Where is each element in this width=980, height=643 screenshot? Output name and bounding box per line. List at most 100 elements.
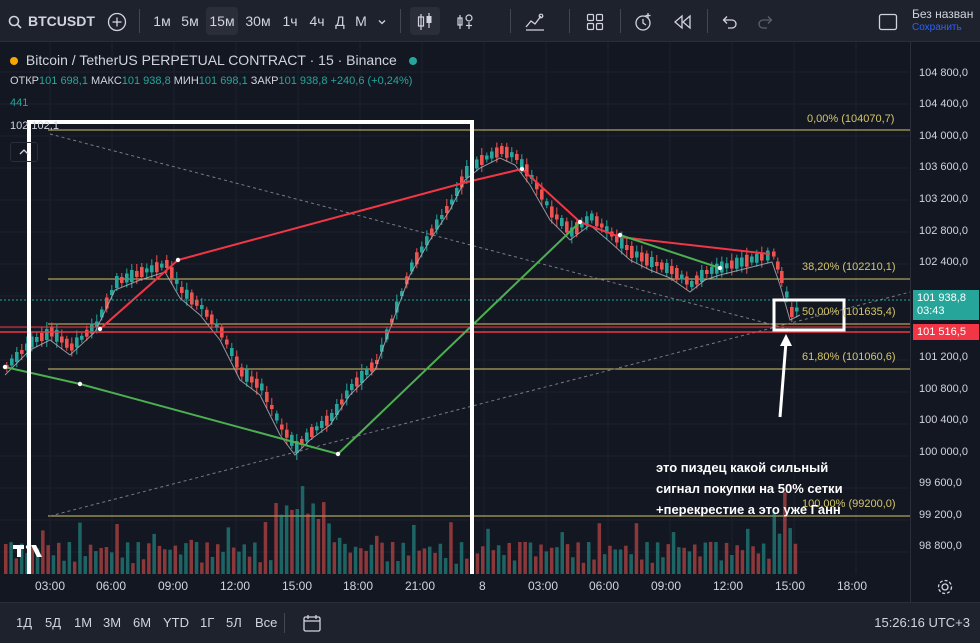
range-ytd[interactable]: YTD bbox=[163, 615, 189, 630]
range-all[interactable]: Все bbox=[255, 615, 278, 630]
undo-icon[interactable] bbox=[715, 7, 743, 35]
volume-bar bbox=[62, 560, 66, 574]
redo-icon[interactable] bbox=[752, 7, 780, 35]
add-symbol-icon[interactable] bbox=[105, 7, 129, 35]
candle-body bbox=[570, 227, 574, 237]
volume-bar bbox=[518, 542, 522, 574]
volume-bar bbox=[523, 541, 527, 574]
chevron-down-icon[interactable] bbox=[372, 7, 392, 35]
volume-bar bbox=[438, 543, 443, 574]
timeframe-day[interactable]: Д bbox=[335, 13, 345, 29]
volume-bar bbox=[189, 539, 193, 574]
price-chart[interactable] bbox=[0, 42, 910, 602]
utc-clock[interactable]: 15:26:16 UTC+3 bbox=[874, 615, 970, 630]
timeframe-1m[interactable]: 1м bbox=[153, 13, 171, 29]
candle-body bbox=[240, 367, 244, 377]
volume-bar bbox=[242, 544, 246, 574]
timeframe-1h[interactable]: 1ч bbox=[282, 13, 298, 29]
volume-bar bbox=[173, 545, 178, 574]
volume-bar bbox=[78, 522, 82, 574]
range-5d[interactable]: 5Д bbox=[45, 615, 62, 630]
candle-body bbox=[545, 201, 549, 206]
candle-body bbox=[245, 369, 249, 382]
time-axis[interactable]: 03:00 06:00 09:00 12:00 15:00 18:00 21:0… bbox=[0, 574, 953, 602]
volume-bar bbox=[528, 542, 533, 574]
range-5y[interactable]: 5Л bbox=[226, 615, 242, 630]
candle-body bbox=[450, 199, 454, 205]
volume-bar bbox=[724, 542, 729, 574]
volume-bar bbox=[454, 563, 458, 574]
candle-body bbox=[170, 267, 174, 279]
volume-bar bbox=[57, 542, 61, 574]
search-icon[interactable] bbox=[8, 7, 22, 35]
timeframe-month[interactable]: М bbox=[355, 13, 367, 29]
chart-pane[interactable]: Bitcoin / TetherUS PERPETUAL CONTRACT · … bbox=[0, 42, 910, 602]
candle-body bbox=[660, 262, 664, 270]
save-layout-button[interactable]: Без назван Сохранить bbox=[912, 7, 980, 35]
volume-value: 441 bbox=[10, 97, 29, 109]
volume-bar bbox=[141, 559, 146, 574]
candle-body bbox=[445, 206, 449, 213]
symbol-search-button[interactable]: BTCUSDT bbox=[28, 13, 95, 29]
candle-body bbox=[255, 378, 259, 388]
candle-body bbox=[325, 415, 329, 426]
candle-body bbox=[350, 384, 354, 390]
timeframe-30m[interactable]: 30м bbox=[245, 13, 271, 29]
candle-body bbox=[625, 245, 629, 250]
indicators-icon[interactable] bbox=[450, 7, 480, 35]
candle-body bbox=[125, 273, 129, 283]
range-1m[interactable]: 1М bbox=[74, 615, 93, 630]
price-tick: 104 400,0 bbox=[919, 98, 968, 110]
volume-bar bbox=[279, 514, 284, 574]
candle-body bbox=[710, 266, 714, 274]
time-tick: 09:00 bbox=[158, 579, 189, 593]
volume-bar bbox=[237, 551, 241, 574]
settings-gear-icon[interactable] bbox=[936, 578, 954, 601]
volume-bar bbox=[327, 523, 331, 574]
volume-bar bbox=[587, 542, 591, 574]
candle-body bbox=[405, 276, 409, 285]
volume-bar bbox=[740, 550, 745, 574]
candle-body bbox=[635, 251, 639, 258]
volume-bar bbox=[719, 560, 723, 574]
price-axis[interactable]: 104 800,0 104 400,0 104 000,0 103 600,0 … bbox=[910, 42, 980, 602]
candle-body bbox=[410, 262, 414, 272]
timeframe-4h[interactable]: 4ч bbox=[309, 13, 325, 29]
volume-bar bbox=[496, 545, 501, 574]
timeframe-15m[interactable]: 15м bbox=[206, 7, 238, 35]
layout-grid-icon[interactable] bbox=[580, 7, 610, 35]
volume-bar bbox=[200, 562, 204, 574]
volume-bar bbox=[263, 522, 268, 574]
range-3m[interactable]: 3М bbox=[103, 615, 122, 630]
volume-bar bbox=[290, 509, 294, 574]
toolbar-divider bbox=[569, 9, 570, 33]
chart-templates-icon[interactable] bbox=[520, 7, 550, 35]
candle-body bbox=[495, 147, 499, 158]
range-1d[interactable]: 1Д bbox=[16, 615, 33, 630]
time-tick: 18:00 bbox=[343, 579, 374, 593]
alert-clock-icon[interactable] bbox=[628, 7, 658, 35]
candle-body bbox=[650, 257, 654, 267]
price-tick: 102 400,0 bbox=[919, 256, 968, 268]
fullscreen-box-icon[interactable] bbox=[874, 7, 902, 35]
candle-body bbox=[735, 257, 739, 269]
trend-anchor-point bbox=[717, 265, 723, 271]
replay-icon[interactable] bbox=[668, 7, 698, 35]
save-link[interactable]: Сохранить bbox=[912, 22, 962, 33]
volume-bar bbox=[751, 546, 755, 574]
range-6m[interactable]: 6М bbox=[133, 615, 152, 630]
volume-bar bbox=[99, 547, 103, 574]
price-tick: 104 000,0 bbox=[919, 130, 968, 142]
candle-body bbox=[766, 250, 770, 261]
green-trend-line bbox=[4, 221, 581, 456]
volume-bar bbox=[274, 503, 278, 574]
candle-body bbox=[680, 274, 684, 280]
collapse-legend-button[interactable] bbox=[10, 142, 38, 162]
high-value: 101 938,8 bbox=[121, 75, 171, 87]
volume-bar bbox=[793, 543, 798, 574]
candles-icon[interactable] bbox=[410, 7, 440, 35]
timeframe-5m[interactable]: 5м bbox=[181, 13, 199, 29]
chevron-up-icon bbox=[19, 149, 29, 155]
range-1y[interactable]: 1Г bbox=[200, 615, 215, 630]
calendar-icon[interactable] bbox=[302, 613, 322, 638]
